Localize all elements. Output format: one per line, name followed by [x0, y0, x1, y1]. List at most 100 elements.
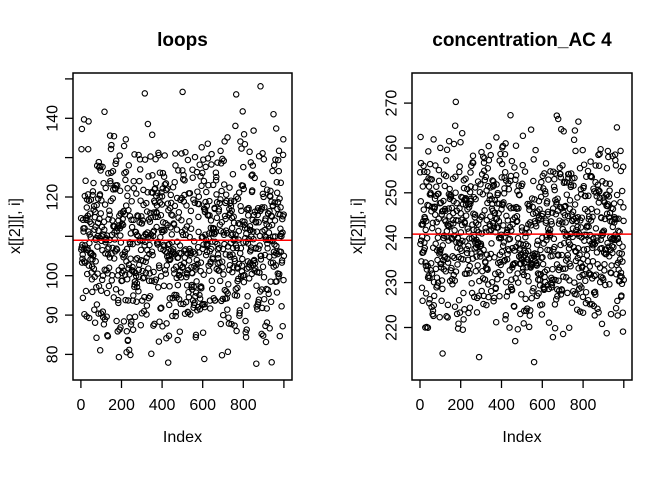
data-point	[500, 239, 508, 246]
data-point	[117, 324, 124, 331]
data-point	[199, 329, 207, 336]
data-point	[602, 281, 609, 289]
data-point	[106, 254, 114, 261]
data-point	[131, 151, 138, 158]
data-point	[171, 202, 179, 210]
data-point	[545, 319, 553, 326]
data-point	[167, 199, 175, 207]
data-point	[279, 229, 286, 236]
data-point	[520, 320, 527, 327]
data-point	[416, 169, 424, 176]
data-point	[143, 208, 151, 215]
data-point	[435, 190, 442, 197]
data-point	[438, 277, 446, 284]
data-point	[549, 209, 556, 216]
data-point	[146, 270, 153, 277]
data-point	[479, 153, 487, 160]
data-point	[468, 280, 475, 287]
data-point	[460, 316, 467, 323]
data-point	[222, 191, 230, 198]
data-point	[178, 216, 185, 224]
data-point	[438, 297, 445, 305]
data-point	[155, 338, 163, 345]
x-tick-label: 200	[447, 397, 474, 414]
data-point	[131, 313, 139, 321]
data-point	[612, 156, 619, 164]
data-point	[112, 157, 120, 165]
data-point	[258, 304, 266, 312]
data-point	[532, 209, 540, 217]
data-point	[237, 244, 245, 252]
data-point	[549, 265, 556, 273]
data-point	[174, 336, 181, 344]
data-point	[480, 300, 487, 308]
data-point	[95, 227, 102, 234]
data-point	[86, 239, 93, 247]
data-point	[205, 267, 213, 274]
data-point	[551, 186, 558, 194]
data-point	[217, 320, 225, 328]
data-point	[204, 241, 211, 249]
data-point	[477, 181, 484, 188]
data-point	[532, 222, 540, 230]
data-point	[525, 229, 533, 236]
x-tick-label: 600	[189, 397, 216, 414]
data-point	[118, 263, 125, 271]
data-point	[240, 185, 247, 193]
data-point	[583, 231, 590, 239]
data-point	[495, 217, 503, 225]
data-point	[512, 142, 520, 149]
data-point	[212, 169, 220, 176]
data-point	[270, 161, 278, 169]
data-point	[601, 261, 608, 268]
data-point	[143, 199, 150, 207]
data-point	[116, 152, 123, 159]
data-point	[123, 328, 131, 335]
data-point	[120, 207, 127, 215]
data-point	[491, 254, 498, 261]
data-point	[126, 212, 134, 220]
data-point	[195, 228, 202, 236]
data-point	[154, 284, 162, 291]
data-point	[500, 199, 507, 206]
data-point	[564, 212, 572, 220]
data-point	[585, 213, 593, 220]
data-point	[432, 265, 440, 273]
data-point	[176, 242, 184, 249]
data-point	[122, 176, 129, 184]
data-point	[202, 198, 209, 206]
data-point	[124, 297, 132, 304]
data-point	[93, 334, 100, 342]
data-point	[94, 219, 102, 227]
data-point	[446, 213, 453, 220]
data-point	[252, 265, 259, 272]
data-point	[189, 174, 196, 181]
data-point	[264, 286, 272, 293]
data-point	[201, 206, 209, 213]
data-point	[146, 241, 153, 249]
data-point	[260, 180, 267, 188]
data-point	[560, 179, 568, 187]
data-point	[531, 258, 539, 265]
data-point	[491, 209, 499, 217]
data-point	[545, 176, 552, 183]
data-point	[117, 232, 124, 239]
data-point	[559, 265, 567, 273]
data-point	[519, 132, 527, 140]
data-point	[218, 187, 225, 195]
data-point	[106, 132, 114, 139]
data-point	[483, 187, 490, 194]
data-point	[157, 211, 165, 219]
data-point	[455, 296, 463, 304]
data-point	[614, 259, 622, 266]
y-tick-label: 250	[384, 179, 401, 206]
data-point	[424, 168, 431, 176]
data-point	[163, 262, 171, 269]
data-point	[570, 136, 578, 144]
data-point	[206, 305, 214, 312]
data-point	[168, 231, 176, 238]
data-point	[220, 181, 228, 188]
data-point	[241, 218, 248, 226]
data-point	[172, 312, 179, 320]
